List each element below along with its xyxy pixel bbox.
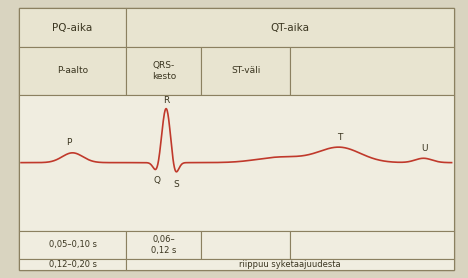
FancyBboxPatch shape [19, 259, 126, 270]
Text: 0,06–
0,12 s: 0,06– 0,12 s [151, 235, 176, 255]
FancyBboxPatch shape [19, 8, 126, 47]
FancyBboxPatch shape [19, 231, 126, 259]
FancyBboxPatch shape [290, 47, 454, 95]
Text: QT-aika: QT-aika [271, 23, 310, 33]
Text: ST-väli: ST-väli [231, 66, 260, 75]
Text: T: T [337, 133, 343, 142]
Text: P-aalto: P-aalto [57, 66, 88, 75]
FancyBboxPatch shape [201, 47, 290, 95]
Text: R: R [163, 96, 169, 105]
FancyBboxPatch shape [126, 8, 454, 47]
FancyBboxPatch shape [126, 259, 454, 270]
Text: S: S [173, 180, 179, 188]
Text: P: P [66, 138, 72, 147]
Text: Q: Q [154, 176, 160, 185]
Text: 0,05–0,10 s: 0,05–0,10 s [49, 240, 96, 249]
Text: 0,12–0,20 s: 0,12–0,20 s [49, 260, 96, 269]
Text: U: U [421, 144, 428, 153]
FancyBboxPatch shape [201, 231, 290, 259]
Text: riippuu syketaajuudesta: riippuu syketaajuudesta [239, 260, 341, 269]
FancyBboxPatch shape [19, 8, 454, 270]
FancyBboxPatch shape [290, 231, 454, 259]
Text: QRS-
kesto: QRS- kesto [152, 61, 176, 81]
FancyBboxPatch shape [126, 47, 201, 95]
FancyBboxPatch shape [126, 231, 201, 259]
FancyBboxPatch shape [19, 95, 454, 231]
Text: PQ-aika: PQ-aika [52, 23, 93, 33]
FancyBboxPatch shape [19, 47, 126, 95]
